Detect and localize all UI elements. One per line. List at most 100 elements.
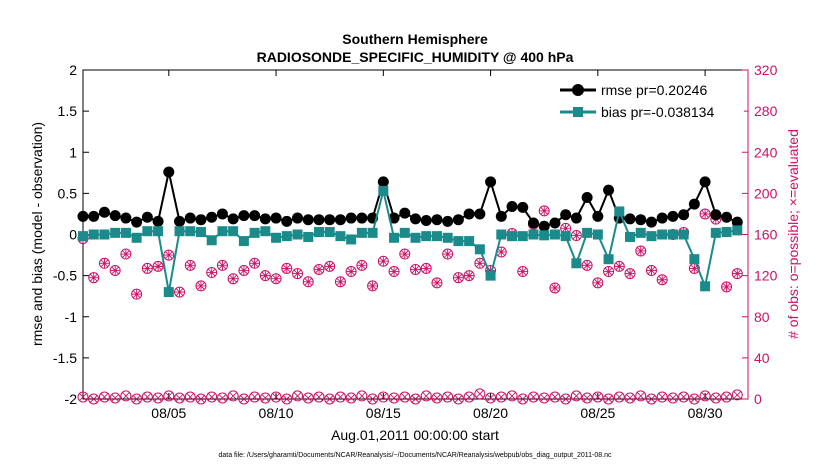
x-axis: 08/05 08/10 08/15 08/20 08/25 08/30: [151, 70, 723, 421]
rmse-point: [227, 213, 239, 225]
obs-count-markers: [77, 205, 743, 300]
legend-bias-label: bias pr=-0.038134: [601, 104, 714, 120]
obs-low-possible-marker: [388, 392, 400, 404]
rmse-point: [560, 209, 572, 221]
bias-point: [539, 230, 550, 241]
obs-low-possible-marker: [410, 393, 421, 405]
obs-low-possible-marker: [688, 393, 700, 405]
obs-evaluated-marker: [421, 263, 432, 274]
obs-low-evaluated-marker: [175, 394, 184, 402]
obs-low-evaluated-marker: [122, 392, 130, 400]
bias-point: [496, 229, 507, 240]
obs-evaluated-marker: [249, 258, 260, 269]
bias-point: [153, 226, 164, 237]
rmse-point: [131, 216, 143, 228]
obs-evaluated-marker: [324, 261, 335, 272]
obs-evaluated-marker: [292, 268, 303, 279]
bias-point: [238, 236, 249, 247]
chart-subtitle: RADIOSONDE_SPECIFIC_HUMIDITY @ 400 hPa: [257, 49, 574, 65]
obs-evaluated-marker: [571, 230, 582, 241]
bias-point: [657, 229, 668, 240]
bias-point: [281, 231, 292, 242]
obs-low-possible-marker: [77, 391, 89, 403]
obs-low-possible-marker: [249, 391, 261, 403]
bias-point: [528, 229, 539, 240]
bias-point: [367, 227, 378, 238]
y2-tick-label: 40: [754, 350, 770, 366]
obs-low-possible-marker: [678, 391, 690, 403]
legend-box: [554, 76, 744, 124]
rmse-point: [109, 210, 121, 222]
bias-point: [614, 206, 625, 217]
obs-low-possible-marker: [463, 391, 475, 403]
rmse-point: [570, 212, 582, 224]
obs-low-possible-marker: [570, 390, 582, 402]
bias-point: [571, 258, 582, 269]
obs-evaluated-marker: [517, 266, 528, 277]
obs-evaluated-marker: [496, 246, 507, 257]
bias-point: [582, 227, 593, 238]
obs-low-evaluated-marker: [486, 394, 495, 402]
obs-evaluated-marker: [464, 270, 475, 281]
obs-low-evaluated-marker: [733, 391, 742, 399]
rmse-point: [699, 176, 711, 188]
obs-low-evaluated-marker: [207, 393, 216, 401]
obs-low-evaluated-marker: [658, 393, 667, 401]
rmse-point: [538, 220, 550, 232]
rmse-point: [549, 217, 561, 229]
rmse-point: [442, 215, 454, 227]
x-axis-label: Aug.01,2011 00:00:00 start: [331, 427, 499, 443]
obs-evaluated-marker: [646, 265, 657, 276]
obs-low-evaluated-marker: [368, 395, 377, 403]
bias-point: [700, 281, 711, 292]
obs-low-evaluated-marker: [358, 392, 366, 400]
obs-low-evaluated-marker: [325, 395, 334, 403]
obs-low-possible-marker: [324, 393, 336, 405]
rmse-point: [206, 211, 218, 223]
obs-low-possible-marker: [581, 392, 593, 404]
obs-low-possible-marker: [538, 392, 550, 404]
bias-point: [260, 226, 271, 237]
obs-low-possible-marker: [292, 390, 304, 402]
bias-point: [667, 229, 678, 240]
rmse-point: [98, 206, 110, 218]
bias-point: [185, 226, 196, 237]
obs-low-possible-marker: [195, 393, 207, 405]
obs-low-evaluated-marker: [551, 393, 559, 401]
bias-point: [378, 185, 389, 196]
y2-tick-label: 240: [754, 144, 778, 160]
rmse-point: [77, 210, 89, 222]
bias-point: [292, 229, 303, 240]
obs-low-possible-marker: [549, 391, 561, 403]
obs-low-possible-marker: [699, 390, 711, 402]
rmse-point: [420, 215, 432, 227]
obs-low-evaluated-marker: [229, 392, 237, 400]
obs-evaluated-marker: [367, 280, 378, 291]
bias-point: [313, 227, 324, 238]
obs-evaluated-marker: [592, 277, 603, 288]
rmse-point: [238, 210, 250, 222]
bias-point: [635, 227, 646, 238]
y2-tick-label: 120: [754, 268, 778, 284]
obs-low-possible-marker: [731, 389, 743, 401]
rmse-point: [410, 213, 421, 225]
bias-point: [431, 231, 442, 242]
obs-low-evaluated-marker: [422, 392, 431, 400]
obs-evaluated-marker: [410, 264, 421, 275]
bias-point: [689, 254, 700, 265]
legend-bias-marker: [573, 107, 583, 117]
rmse-point: [624, 213, 636, 225]
obs-low-evaluated-marker: [272, 393, 280, 401]
obs-low-evaluated-marker: [465, 393, 473, 401]
obs-low-evaluated-marker: [679, 393, 688, 401]
rmse-point: [592, 210, 604, 222]
obs-low-possible-marker: [174, 392, 186, 404]
obs-evaluated-marker: [195, 280, 206, 291]
obs-low-possible-marker: [120, 390, 132, 402]
legend-rmse-marker: [572, 84, 584, 96]
obs-evaluated-marker: [399, 249, 410, 260]
bias-point: [421, 231, 432, 242]
legend: rmse pr=0.20246 bias pr=-0.038134: [554, 76, 744, 124]
obs-low-possible-marker: [452, 393, 464, 405]
